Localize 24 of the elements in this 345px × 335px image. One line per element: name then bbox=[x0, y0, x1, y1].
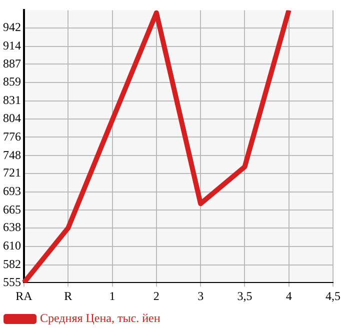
x-tick-label: 4 bbox=[286, 288, 292, 303]
x-tick-label: 3,5 bbox=[237, 288, 252, 303]
y-tick-label: 831 bbox=[3, 93, 21, 108]
x-tick-label: RA bbox=[16, 288, 33, 303]
y-tick-label: 914 bbox=[3, 38, 21, 53]
x-tick-label: 3 bbox=[198, 288, 204, 303]
y-tick-label: 804 bbox=[3, 110, 21, 125]
y-tick-label: 555 bbox=[3, 274, 21, 289]
y-tick-label: 665 bbox=[3, 202, 21, 216]
x-tick-label: R bbox=[64, 288, 72, 303]
y-tick-label: 748 bbox=[3, 148, 21, 162]
y-tick-label: 887 bbox=[3, 56, 21, 70]
x-tick-label: 2 bbox=[153, 288, 160, 303]
y-tick-label: 610 bbox=[3, 238, 21, 253]
y-tick-label: 582 bbox=[3, 256, 21, 271]
y-tick-label: 721 bbox=[3, 166, 21, 180]
y-tick-label: 693 bbox=[3, 184, 21, 198]
x-tick-label: 1 bbox=[109, 288, 116, 303]
legend-label: Средняя Цена, тыс. йен bbox=[40, 311, 161, 326]
y-tick-label: 638 bbox=[3, 220, 21, 234]
y-tick-label: 776 bbox=[3, 129, 21, 144]
y-tick-label: 942 bbox=[3, 20, 21, 34]
x-tick-label: 4,5 bbox=[326, 288, 340, 303]
y-tick-label: 859 bbox=[3, 74, 21, 89]
